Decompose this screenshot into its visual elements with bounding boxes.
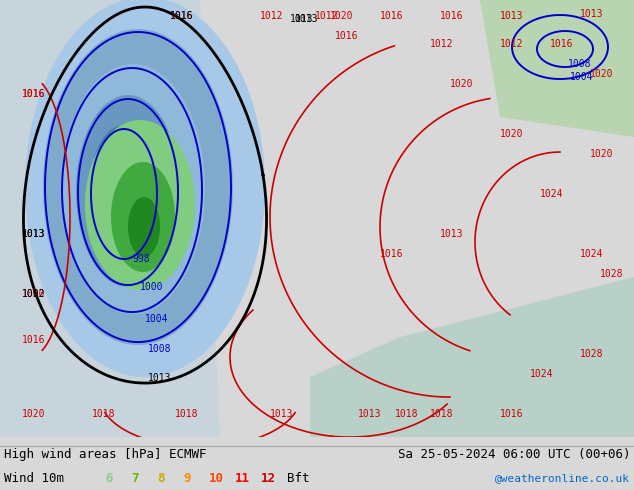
Polygon shape: [76, 95, 180, 287]
Text: 12: 12: [261, 471, 276, 485]
Text: 1013: 1013: [295, 14, 318, 24]
Polygon shape: [43, 29, 233, 345]
Text: 998: 998: [132, 254, 150, 264]
Polygon shape: [85, 120, 195, 290]
Text: 1024: 1024: [540, 189, 564, 199]
Polygon shape: [89, 125, 159, 261]
Text: 1020: 1020: [500, 129, 524, 139]
Text: Sa 25-05-2024 06:00 UTC (00+06): Sa 25-05-2024 06:00 UTC (00+06): [398, 447, 630, 461]
Polygon shape: [25, 0, 265, 377]
Text: 1016: 1016: [500, 409, 524, 419]
Text: 1013: 1013: [440, 229, 463, 239]
Polygon shape: [61, 64, 205, 314]
Text: 1018: 1018: [92, 409, 115, 419]
Text: 1016: 1016: [170, 11, 193, 21]
Text: 1020: 1020: [22, 289, 46, 299]
Text: 1020: 1020: [450, 79, 474, 89]
Text: 1013: 1013: [500, 11, 524, 21]
Polygon shape: [480, 0, 634, 137]
Text: 1008: 1008: [148, 344, 172, 354]
Text: 1000: 1000: [140, 282, 164, 292]
Text: 1012: 1012: [500, 39, 524, 49]
Text: 1016: 1016: [335, 31, 358, 41]
Text: 6: 6: [105, 471, 112, 485]
Text: 1013: 1013: [270, 409, 294, 419]
Text: 1012: 1012: [430, 39, 453, 49]
Text: 1016: 1016: [380, 249, 403, 259]
Text: 1013: 1013: [148, 373, 172, 383]
Text: 1012: 1012: [315, 11, 339, 21]
Text: 9: 9: [183, 471, 190, 485]
Text: 1024: 1024: [530, 369, 553, 379]
Text: 1018: 1018: [395, 409, 418, 419]
Text: 1028: 1028: [600, 269, 623, 279]
Text: 1016: 1016: [440, 11, 463, 21]
Text: 1020: 1020: [22, 409, 46, 419]
Text: 1013: 1013: [22, 229, 46, 239]
Text: 1004: 1004: [145, 314, 169, 324]
Text: 1008: 1008: [568, 59, 592, 69]
Text: 1016: 1016: [380, 11, 403, 21]
Text: High wind areas [hPa] ECMWF: High wind areas [hPa] ECMWF: [4, 447, 207, 461]
Text: 8: 8: [157, 471, 164, 485]
Text: 11: 11: [235, 471, 250, 485]
Text: 1013: 1013: [358, 409, 382, 419]
Text: 1012: 1012: [260, 11, 283, 21]
Text: 1016: 1016: [22, 335, 46, 345]
Text: 1016: 1016: [22, 89, 46, 99]
Text: 1020: 1020: [330, 11, 354, 21]
Polygon shape: [128, 197, 160, 257]
Text: 10: 10: [209, 471, 224, 485]
Text: 7: 7: [131, 471, 138, 485]
Text: 1020: 1020: [590, 149, 614, 159]
Text: 1016: 1016: [22, 89, 46, 99]
Text: 1020: 1020: [590, 69, 614, 79]
Polygon shape: [0, 0, 220, 437]
Text: 1004: 1004: [570, 72, 593, 82]
Text: 1018: 1018: [175, 409, 198, 419]
Text: 1002: 1002: [22, 289, 46, 299]
Text: 1013: 1013: [290, 14, 313, 24]
Polygon shape: [111, 162, 175, 272]
Text: 1013: 1013: [580, 9, 604, 19]
Text: 1018: 1018: [430, 409, 453, 419]
Text: @weatheronline.co.uk: @weatheronline.co.uk: [495, 473, 630, 483]
Text: 1016: 1016: [170, 11, 193, 21]
Text: 1024: 1024: [580, 249, 604, 259]
Text: 1013: 1013: [22, 229, 46, 239]
Text: 1016: 1016: [550, 39, 574, 49]
Text: 1028: 1028: [580, 349, 604, 359]
Text: Wind 10m: Wind 10m: [4, 471, 64, 485]
Polygon shape: [310, 277, 634, 437]
Text: Bft: Bft: [287, 471, 309, 485]
